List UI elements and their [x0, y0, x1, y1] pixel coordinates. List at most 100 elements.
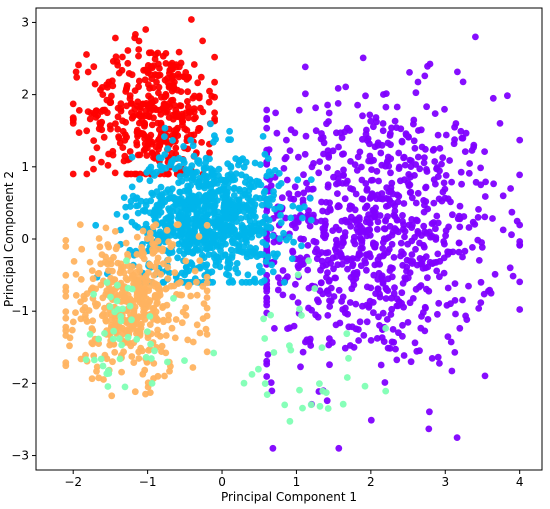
data-point — [191, 222, 199, 229]
data-point — [306, 338, 313, 346]
data-point — [126, 148, 134, 155]
data-point — [393, 124, 400, 131]
data-point — [456, 214, 464, 222]
x-tick-label: 3 — [441, 475, 449, 489]
data-point — [193, 291, 201, 299]
data-point — [412, 245, 419, 253]
data-point — [279, 267, 287, 274]
data-point — [111, 322, 118, 330]
data-point — [263, 124, 271, 132]
data-point — [157, 208, 165, 216]
data-point — [191, 92, 198, 100]
data-point — [430, 219, 437, 226]
data-point — [487, 289, 495, 297]
data-point — [86, 330, 94, 338]
data-point — [95, 374, 103, 382]
data-point — [409, 295, 417, 302]
data-point — [300, 171, 307, 179]
data-point — [224, 184, 232, 192]
data-point — [417, 126, 425, 134]
data-point — [97, 281, 105, 289]
data-point — [163, 285, 170, 292]
data-point — [104, 161, 112, 169]
data-point — [458, 180, 465, 188]
data-point — [516, 241, 524, 249]
data-point — [190, 115, 198, 123]
points-layer — [62, 16, 524, 452]
data-point — [176, 102, 184, 109]
data-point — [361, 382, 369, 390]
data-point — [263, 373, 271, 380]
data-point — [457, 168, 465, 176]
data-point — [434, 131, 442, 139]
data-point — [90, 290, 97, 298]
data-point — [341, 195, 349, 203]
data-point — [408, 216, 416, 223]
data-point — [420, 159, 428, 167]
data-point — [311, 285, 319, 292]
data-point — [263, 391, 271, 398]
data-point — [164, 145, 172, 153]
data-point — [393, 216, 401, 224]
data-point — [199, 315, 207, 322]
data-point — [455, 248, 463, 256]
data-point — [459, 78, 467, 86]
data-point — [307, 401, 315, 409]
data-point — [379, 127, 387, 135]
data-point — [202, 325, 210, 333]
data-point — [109, 335, 117, 343]
data-point — [277, 219, 285, 227]
data-point — [430, 176, 438, 184]
data-point — [196, 92, 203, 100]
data-point — [508, 231, 515, 239]
data-point — [108, 392, 116, 400]
data-point — [171, 130, 179, 138]
data-point — [89, 317, 97, 325]
data-point — [195, 233, 203, 240]
data-point — [326, 303, 334, 310]
data-point — [325, 109, 333, 117]
data-point — [184, 98, 191, 105]
data-point — [114, 281, 121, 289]
data-point — [489, 215, 496, 222]
data-point — [155, 285, 163, 293]
data-point — [407, 173, 414, 181]
data-point — [359, 54, 367, 62]
data-point — [516, 136, 524, 144]
data-point — [134, 209, 142, 217]
data-point — [211, 78, 219, 86]
data-point — [150, 223, 157, 231]
data-point — [145, 166, 153, 173]
data-point — [264, 253, 272, 261]
data-point — [342, 304, 349, 312]
data-point — [318, 344, 326, 351]
data-point — [164, 275, 172, 282]
data-point — [384, 344, 392, 352]
data-point — [315, 298, 322, 306]
data-point — [274, 286, 282, 294]
data-point — [332, 223, 340, 231]
data-point — [62, 323, 70, 331]
data-point — [166, 66, 174, 74]
data-point — [403, 267, 410, 275]
data-point — [358, 176, 366, 184]
data-point — [214, 241, 222, 249]
data-point — [98, 84, 106, 91]
data-point — [258, 219, 266, 227]
data-point — [269, 232, 277, 240]
data-point — [176, 63, 183, 71]
data-point — [399, 321, 406, 329]
data-point — [507, 185, 514, 192]
data-point — [108, 92, 115, 100]
data-point — [452, 120, 460, 127]
data-point — [219, 194, 227, 202]
data-point — [195, 160, 203, 167]
data-point — [72, 271, 80, 278]
data-point — [126, 302, 134, 310]
data-point — [161, 151, 169, 158]
data-point — [361, 257, 369, 264]
data-point — [77, 276, 85, 283]
data-point — [147, 340, 155, 348]
data-point — [382, 387, 390, 395]
data-point — [291, 183, 299, 191]
